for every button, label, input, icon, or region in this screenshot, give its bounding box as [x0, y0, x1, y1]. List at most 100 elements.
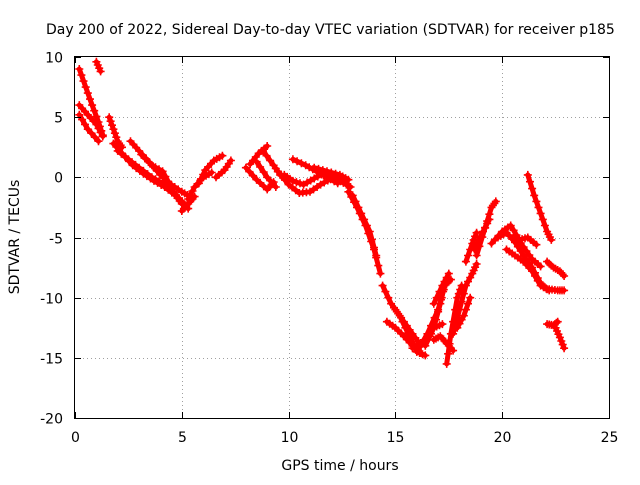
data-point-marker: [161, 172, 170, 181]
data-point-marker: [525, 251, 534, 260]
x-tick-label: 0: [71, 430, 80, 446]
data-point-marker: [92, 112, 101, 121]
x-tick-label: 10: [281, 430, 299, 446]
data-point-marker: [348, 191, 357, 200]
y-tick-label: 5: [54, 111, 63, 127]
data-point-marker: [226, 156, 235, 165]
y-tick-label: -15: [40, 352, 63, 368]
y-tick-label: 0: [54, 171, 63, 187]
data-point-marker: [384, 293, 393, 302]
data-point-marker: [528, 267, 537, 276]
data-point-marker: [471, 232, 480, 241]
data-point-marker: [263, 142, 272, 150]
data-point-marker: [194, 179, 203, 188]
data-point-marker: [90, 133, 99, 142]
data-point-marker: [478, 233, 487, 242]
data-point-marker: [381, 287, 390, 296]
data-point-marker: [218, 151, 227, 160]
data-point-marker: [158, 167, 167, 176]
y-tick-label: -10: [40, 292, 63, 308]
data-point-marker: [90, 106, 99, 115]
data-point-marker: [288, 176, 297, 185]
data-point-marker: [453, 293, 462, 302]
grid-lines: [75, 57, 609, 418]
data-point-marker: [560, 286, 569, 295]
y-tick-label: 10: [45, 51, 63, 67]
data-point-marker: [540, 221, 549, 230]
data-point-marker: [109, 125, 118, 134]
data-track: [76, 102, 106, 139]
data-point-marker: [241, 163, 250, 172]
data-point-marker: [77, 71, 86, 80]
data-point-marker: [94, 137, 103, 146]
data-point-marker: [408, 344, 417, 353]
data-point-marker: [506, 221, 515, 230]
data-point-marker: [140, 154, 149, 163]
data-point-marker: [449, 329, 458, 338]
data-track: [243, 165, 277, 192]
data-point-marker: [444, 349, 453, 358]
data-point-marker: [372, 251, 381, 260]
x-axis-label: GPS time / hours: [281, 458, 398, 474]
data-point-marker: [81, 83, 90, 92]
data-point-marker: [357, 209, 366, 218]
data-point-marker: [523, 170, 532, 179]
data-point-marker: [331, 169, 340, 178]
data-point-marker: [164, 177, 173, 186]
data-point-marker: [457, 297, 466, 306]
data-point-marker: [344, 187, 353, 196]
data-point-marker: [199, 170, 208, 179]
data-point-marker: [83, 89, 92, 98]
data-point-marker: [444, 269, 453, 278]
data-point-marker: [435, 287, 444, 296]
data-point-marker: [374, 261, 383, 270]
data-track: [115, 148, 191, 212]
data-point-marker: [318, 166, 327, 175]
data-point-marker: [365, 227, 374, 236]
data-point-marker: [271, 183, 280, 191]
data-point-marker: [533, 276, 542, 285]
data-point-marker: [534, 203, 543, 212]
data-point-marker: [532, 197, 541, 206]
data-point-marker: [558, 340, 567, 349]
data-point-marker: [197, 174, 205, 183]
data-point-marker: [459, 311, 468, 320]
data-point-marker: [402, 321, 411, 330]
data-point-marker: [487, 239, 496, 248]
data-point-marker: [532, 240, 541, 249]
data-point-marker: [483, 217, 492, 226]
data-point-marker: [360, 215, 369, 224]
data-point-marker: [558, 270, 567, 279]
data-point-marker: [78, 115, 87, 124]
data-point-marker: [438, 320, 447, 329]
data-point-marker: [412, 347, 421, 356]
data-point-marker: [509, 226, 518, 235]
data-point-marker: [553, 317, 562, 326]
data-point-marker: [323, 167, 331, 176]
data-point-marker: [557, 337, 566, 345]
data-point-marker: [547, 235, 556, 244]
data-point-marker: [354, 203, 363, 212]
y-tick-label: -5: [49, 232, 63, 248]
data-point-marker: [108, 121, 116, 130]
data-point-marker: [110, 129, 119, 138]
y-tick-labels: 10 5 0 -5 -10 -15 -20: [40, 51, 63, 428]
data-point-marker: [526, 177, 534, 186]
data-point-marker: [432, 315, 440, 324]
data-track: [350, 192, 379, 258]
data-point-marker: [461, 305, 470, 314]
data-point-marker: [96, 67, 105, 76]
data-point-marker: [256, 162, 265, 171]
data-point-marker: [273, 167, 282, 176]
data-point-marker: [442, 359, 451, 368]
plot-frame: [74, 56, 610, 419]
data-point-marker: [555, 333, 564, 342]
data-point-marker: [560, 272, 569, 280]
data-point-marker: [252, 157, 261, 166]
data-point-marker: [429, 323, 438, 332]
data-point-marker: [310, 163, 319, 172]
data-point-marker: [259, 146, 267, 155]
data-track: [138, 152, 174, 190]
data-point-marker: [105, 113, 114, 122]
